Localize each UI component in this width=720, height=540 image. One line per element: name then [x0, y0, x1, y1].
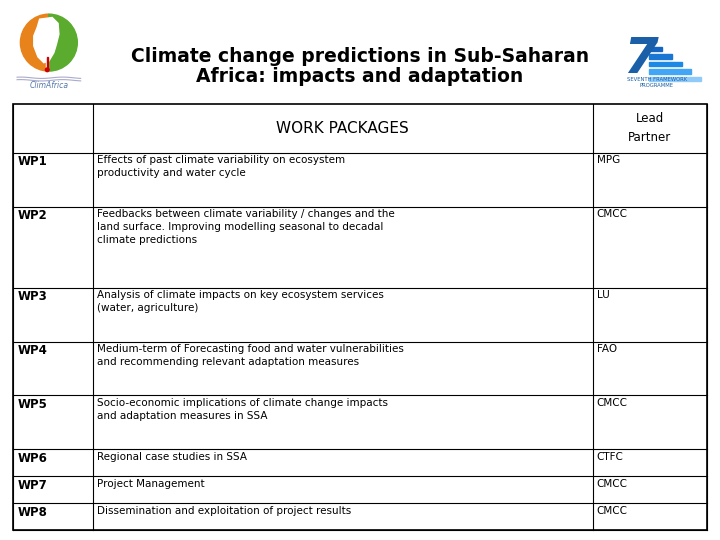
Text: WP4: WP4 [17, 344, 47, 357]
Text: WP6: WP6 [17, 452, 47, 465]
Text: WP2: WP2 [17, 210, 47, 222]
Text: Dissemination and exploitation of project results: Dissemination and exploitation of projec… [97, 506, 351, 516]
Text: CMCC: CMCC [597, 210, 628, 219]
Text: MPG: MPG [597, 156, 620, 165]
Bar [649, 54, 672, 58]
Text: WP5: WP5 [17, 398, 47, 411]
Bar [649, 62, 682, 66]
Text: Climate change predictions in Sub-Saharan: Climate change predictions in Sub-Sahara… [131, 47, 589, 66]
Text: Socio-economic implications of climate change impacts
and adaptation measures in: Socio-economic implications of climate c… [97, 398, 388, 421]
Text: Analysis of climate impacts on key ecosystem services
(water, agriculture): Analysis of climate impacts on key ecosy… [97, 291, 384, 313]
Text: CMCC: CMCC [597, 398, 628, 408]
Text: Feedbacks between climate variability / changes and the
land surface. Improving : Feedbacks between climate variability / … [97, 210, 395, 245]
Bar [649, 69, 691, 73]
Text: FAO: FAO [597, 344, 617, 354]
Polygon shape [34, 17, 59, 63]
Text: CTFC: CTFC [597, 452, 624, 462]
Text: WP3: WP3 [17, 291, 47, 303]
Bar [45, 52, 48, 71]
Text: WP8: WP8 [17, 506, 47, 519]
Text: WP1: WP1 [17, 156, 47, 168]
Text: Lead
Partner: Lead Partner [628, 112, 672, 144]
Text: LU: LU [597, 291, 610, 300]
Text: Medium-term of Forecasting food and water vulnerabilities
and recommending relev: Medium-term of Forecasting food and wate… [97, 344, 404, 367]
Bar [649, 77, 701, 82]
Text: ClimAfrica: ClimAfrica [30, 82, 68, 90]
Text: Project Management: Project Management [97, 479, 204, 489]
Wedge shape [49, 14, 77, 71]
Text: WP7: WP7 [17, 479, 47, 492]
Text: SEVENTH FRAMEWORK
PROGRAMME: SEVENTH FRAMEWORK PROGRAMME [627, 77, 687, 88]
Text: CMCC: CMCC [597, 506, 628, 516]
Circle shape [45, 68, 49, 72]
Wedge shape [20, 14, 49, 71]
Text: Effects of past climate variability on ecosystem
productivity and water cycle: Effects of past climate variability on e… [97, 156, 345, 178]
Text: 7: 7 [624, 35, 658, 83]
Text: Regional case studies in SSA: Regional case studies in SSA [97, 452, 247, 462]
Text: Africa: impacts and adaptation: Africa: impacts and adaptation [197, 67, 523, 86]
Bar [649, 39, 652, 43]
Bar [649, 46, 662, 51]
Text: WORK PACKAGES: WORK PACKAGES [276, 121, 409, 136]
Text: CMCC: CMCC [597, 479, 628, 489]
Bar [47, 57, 48, 69]
